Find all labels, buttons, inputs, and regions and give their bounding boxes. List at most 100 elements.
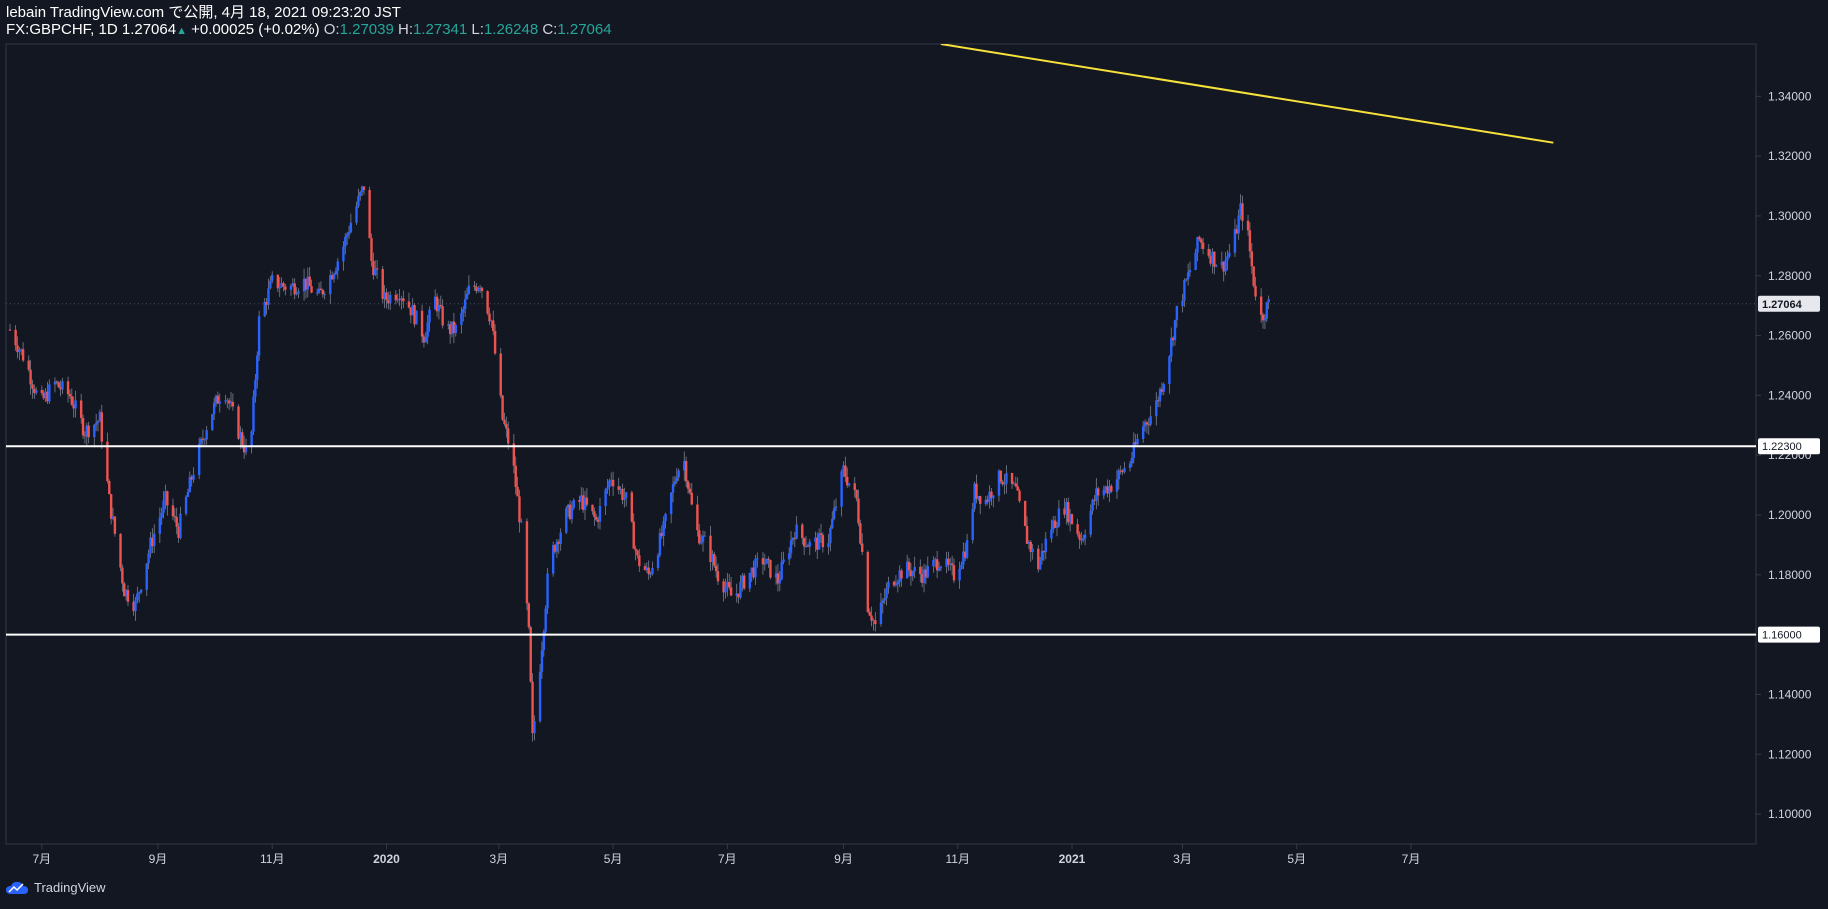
candle-body (57, 382, 60, 388)
candle-body (394, 294, 398, 301)
candle-body (282, 283, 285, 287)
candle-body (907, 561, 911, 571)
candle-body (1031, 548, 1034, 553)
candle-body (368, 189, 371, 239)
candle-body (109, 494, 113, 519)
candle-body (525, 521, 529, 604)
candle-body (701, 535, 705, 542)
candle-body (1143, 422, 1147, 427)
candle-body (291, 283, 295, 286)
candle-body (190, 476, 193, 480)
candle-body (555, 541, 559, 552)
candle-body (945, 558, 948, 567)
trendline (940, 44, 1554, 144)
candle-body (480, 287, 484, 292)
candle-body (542, 631, 546, 651)
candle-body (606, 487, 609, 490)
candle-body (817, 533, 821, 550)
candle-body (359, 191, 362, 196)
candle-body (630, 492, 634, 522)
candle-body (990, 491, 993, 499)
low-value: 1.26248 (483, 21, 539, 38)
candle-body (237, 406, 240, 439)
candle-body (625, 492, 628, 498)
candle-body (475, 286, 478, 292)
horizontal-line-badge (1758, 626, 1820, 643)
candle-body (1053, 520, 1057, 528)
candle-body (1198, 237, 1201, 240)
candle-body (688, 488, 692, 493)
candle-body (1093, 499, 1096, 501)
candle-body (1250, 251, 1253, 267)
candle-body (911, 571, 914, 577)
candle-body (503, 419, 506, 425)
candle-body (1263, 318, 1267, 321)
candle-body (139, 589, 143, 593)
y-tick-label: 1.32000 (1768, 149, 1812, 163)
candle-body (546, 573, 549, 609)
candle-body (1241, 203, 1244, 221)
candle-body (250, 431, 253, 447)
x-tick-label: 3月 (1173, 852, 1192, 866)
candle-body (473, 285, 476, 287)
candle-body (336, 261, 339, 271)
candle-body (1037, 548, 1040, 570)
candle-body (329, 275, 332, 295)
candle-body (962, 551, 965, 565)
candle-body (1083, 534, 1087, 539)
candle-body (74, 400, 77, 409)
candle-body (752, 567, 755, 578)
candle-body (265, 301, 268, 305)
candle-body (834, 506, 838, 509)
candle-body (153, 533, 156, 547)
candle-body (295, 293, 298, 295)
candle-body (960, 564, 963, 570)
candle-body (699, 541, 703, 544)
open-value: 1.27039 (339, 21, 394, 38)
candle-body (16, 345, 19, 353)
candle-body (920, 574, 924, 583)
candle-body (729, 587, 733, 596)
candle-body (454, 324, 457, 333)
candle-body (1224, 260, 1227, 272)
candle-body (33, 388, 36, 394)
candle-body (572, 500, 575, 509)
candle-body (767, 558, 770, 560)
candle-body (578, 500, 581, 502)
candle-body (713, 554, 716, 566)
candle-body (1108, 485, 1111, 494)
candle-body (435, 296, 439, 312)
candle-body (1147, 424, 1150, 426)
candle-body (827, 543, 830, 548)
horizontal-line-badge (1758, 438, 1820, 455)
candle-body (1248, 230, 1252, 252)
x-tick-label: 11月 (260, 852, 284, 866)
candle-body (529, 627, 532, 682)
tradingview-cloud-icon (6, 881, 28, 894)
last-value: 1.27064 (121, 21, 177, 38)
candle-body (787, 553, 791, 560)
candle-body (696, 504, 699, 531)
candle-body (349, 222, 353, 233)
candle-body (18, 349, 21, 353)
candle-body (184, 496, 188, 514)
tradingview-logo[interactable]: TradingView (6, 880, 106, 895)
candle-body (493, 330, 497, 354)
candle-body (241, 432, 244, 446)
candle-body (402, 298, 405, 302)
candle-body (591, 504, 594, 512)
candle-body (212, 402, 216, 415)
candle-body (53, 381, 57, 385)
candle-body (1130, 457, 1134, 464)
candle-body (319, 288, 323, 290)
candle-body (722, 581, 725, 593)
candle-body (1162, 384, 1165, 392)
candle-body (761, 558, 765, 565)
candle-body (347, 232, 351, 235)
candle-body (87, 425, 90, 438)
candle-body (737, 593, 740, 598)
candle-body (383, 292, 386, 300)
plot-frame (5, 43, 1757, 845)
candle-body (1121, 470, 1124, 473)
